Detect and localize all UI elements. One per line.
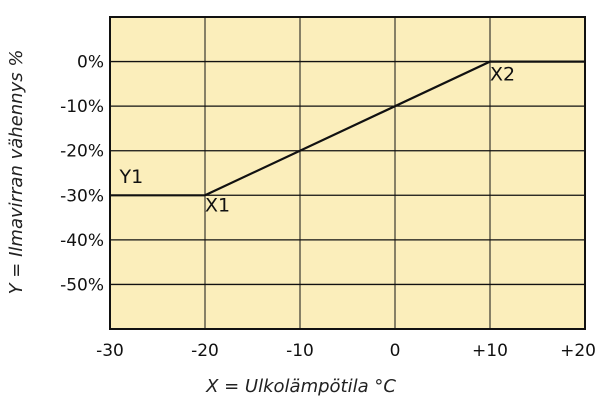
y-tick-label: -50% xyxy=(60,275,104,295)
y-tick-label: -30% xyxy=(60,186,104,206)
series-line xyxy=(110,60,585,197)
y-tick-labels: 0% -10% -20% -30% -40% -50% xyxy=(60,53,104,296)
plot-background xyxy=(110,17,585,329)
x-tick-label: -20 xyxy=(191,341,219,361)
x-tick-labels: -30 -20 -10 0 +10 +20 xyxy=(96,341,596,361)
y-tick-label: -20% xyxy=(60,142,104,162)
annotation-x2: X2 xyxy=(490,63,515,85)
x-axis-label: X = Ulkolämpötila °C xyxy=(205,376,396,397)
y-axis-label: Y = Ilmavirran vähennys % xyxy=(6,50,27,295)
y-tick-label: 0% xyxy=(77,53,104,73)
vertical-grid xyxy=(204,17,491,329)
annotation-x1: X1 xyxy=(205,194,230,216)
x-tick-label: +20 xyxy=(560,341,596,361)
plot-border xyxy=(109,16,586,330)
y-tick-label: -40% xyxy=(60,231,104,251)
x-tick-label: -30 xyxy=(96,341,124,361)
y-tick-label: -10% xyxy=(60,97,104,117)
x-tick-label: -10 xyxy=(286,341,314,361)
annotation-y1: Y1 xyxy=(119,166,144,188)
x-tick-label: 0 xyxy=(390,341,401,361)
x-tick-label: +10 xyxy=(472,341,508,361)
annotations: Y1 X1 X2 xyxy=(119,63,516,216)
